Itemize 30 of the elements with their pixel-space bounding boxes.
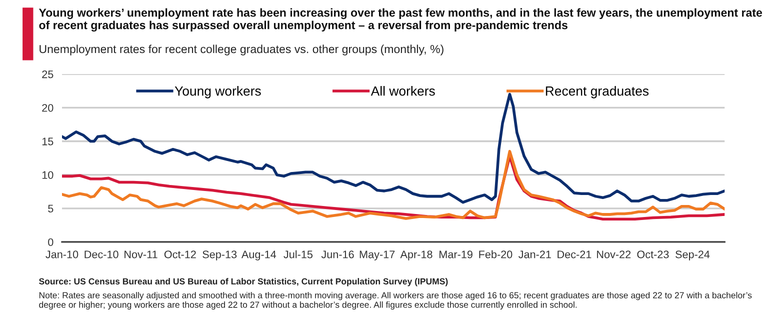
x-tick-label: Apr-18 bbox=[400, 250, 432, 260]
y-tick-label: 25 bbox=[42, 70, 54, 78]
x-tick-label: Jan-10 bbox=[46, 250, 78, 258]
x-tick-label: Jan-21 bbox=[518, 250, 551, 258]
y-tick-label: 20 bbox=[42, 104, 54, 112]
x-tick-label: Oct-12 bbox=[164, 250, 196, 258]
x-tick-label: Aug-14 bbox=[241, 250, 276, 260]
x-tick-label: Dec-10 bbox=[84, 250, 118, 258]
x-tick-label: Nov-11 bbox=[124, 250, 158, 258]
legend-label: Young workers bbox=[174, 86, 261, 98]
y-tick-label: 10 bbox=[42, 171, 54, 179]
text: Note: Rates are seasonally adjusted and smoothed with a three-month moving average. All workers are those aged 16 to 65; recent graduates are those aged 22 to 27 with a bachelor’s degree or higher; young workers are those aged 22 to 27 without a bachelor’s degree. All figures exclude those currently enrolled in school. bbox=[39, 292, 752, 310]
x-tick-label: Mar-19 bbox=[440, 250, 472, 258]
x-tick-label: Dec-21 bbox=[558, 250, 592, 258]
chart-subtitle: Unemployment rates for recent college graduates vs. other groups (monthly, %) bbox=[40, 44, 444, 56]
source-note: Source: US Census Bureau and US Bureau of Labor Statistics, Current Population Survey (IPUMS) bbox=[39, 278, 448, 286]
y-tick-label: 5 bbox=[48, 204, 54, 212]
x-tick-label: Nov-22 bbox=[597, 250, 631, 258]
chart-title: Young workers’ unemployment rate has been increasing over the past few months, and in the last few years, the unemployment rate of recent graduates has surpassed overall unemployment – a reversal from pre-pandemic trends bbox=[38, 8, 762, 32]
y-tick-label: 15 bbox=[42, 138, 54, 146]
x-tick-label: Jun-16 bbox=[321, 250, 354, 258]
x-tick-label: Sep-24 bbox=[676, 250, 710, 260]
y-tick-label: 0 bbox=[48, 238, 54, 246]
legend-label: All workers bbox=[370, 86, 435, 96]
x-tick-label: Feb-20 bbox=[479, 250, 512, 258]
x-tick-label: Sep-13 bbox=[202, 250, 237, 260]
x-tick-label: Oct-23 bbox=[637, 250, 669, 258]
x-tick-label: May-17 bbox=[360, 250, 395, 260]
x-tick-label: Jul-15 bbox=[284, 250, 313, 258]
legend-label: Recent graduates bbox=[546, 86, 649, 98]
